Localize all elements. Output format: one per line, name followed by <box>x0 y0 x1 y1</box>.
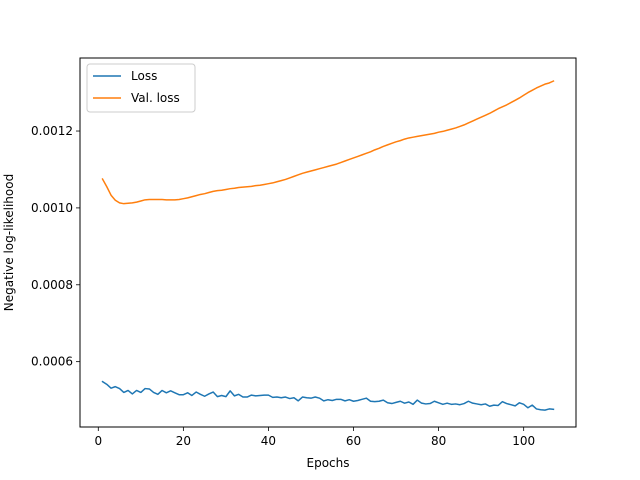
x-axis: 0 20 40 60 80 100 <box>94 427 535 448</box>
legend-label-val-loss: Val. loss <box>131 91 180 105</box>
legend-label-loss: Loss <box>131 69 157 83</box>
series-line-loss <box>101 380 555 411</box>
x-tick-label: 60 <box>346 434 361 448</box>
x-axis-title: Epochs <box>307 456 350 470</box>
series-layer <box>101 80 555 411</box>
x-tick-label: 20 <box>176 434 191 448</box>
y-tick-label: 0.0012 <box>31 124 73 138</box>
y-tick-label: 0.0006 <box>31 355 73 369</box>
series-line-val-loss <box>101 80 555 205</box>
x-tick-label: 40 <box>261 434 276 448</box>
y-tick-label: 0.0008 <box>31 278 73 292</box>
y-tick-label: 0.0010 <box>31 201 73 215</box>
x-tick-label: 100 <box>512 434 535 448</box>
y-axis-title: Negative log-likelihood <box>2 174 16 311</box>
x-tick-label: 80 <box>431 434 446 448</box>
x-tick-label: 0 <box>94 434 102 448</box>
legend: Loss Val. loss <box>86 63 196 113</box>
plot-frame <box>79 57 577 428</box>
y-axis: 0.0006 0.0008 0.0010 0.0012 <box>31 124 80 369</box>
